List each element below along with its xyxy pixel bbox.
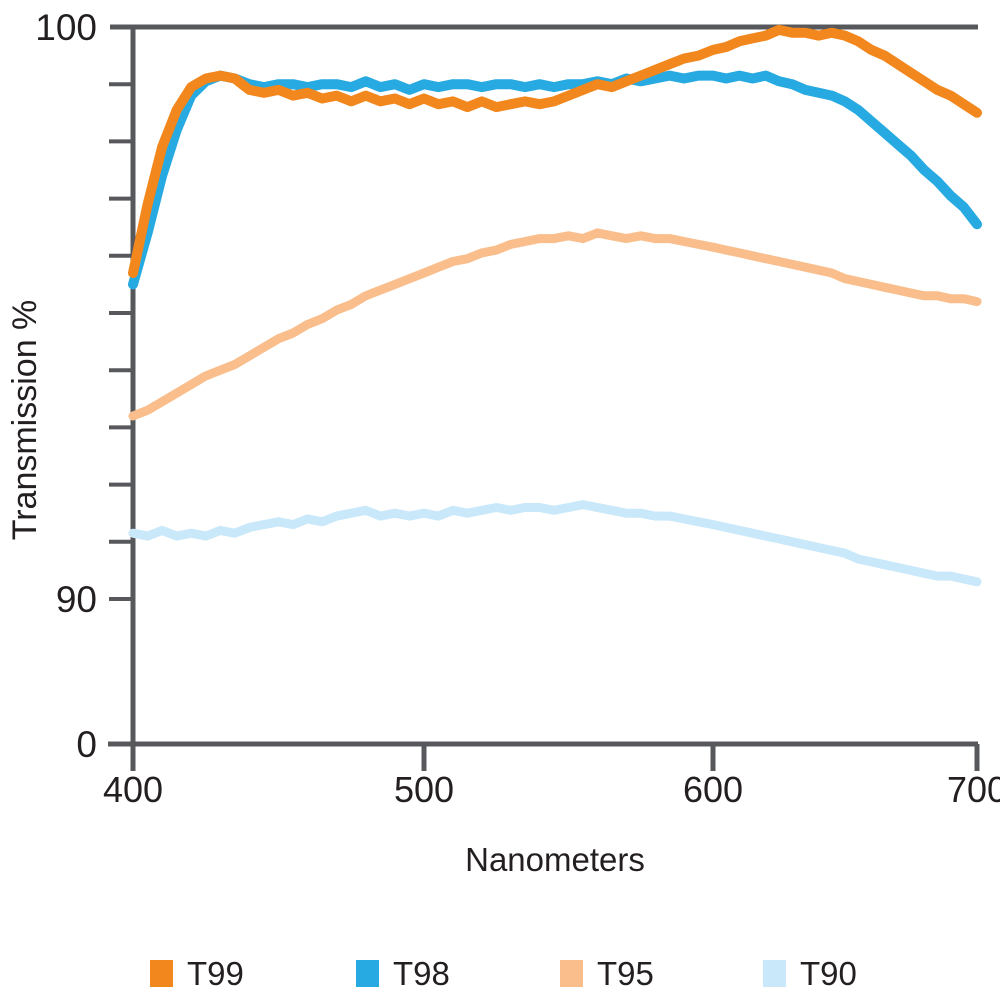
legend-swatch-t95 <box>560 959 583 987</box>
legend-item-t99: T99 <box>150 956 244 990</box>
series-line-t90 <box>128 500 982 587</box>
x-tick-label-400: 400 <box>102 769 164 810</box>
legend-label-t98: T98 <box>393 954 450 992</box>
legend-label-t90: T90 <box>800 954 857 992</box>
series-line-t99 <box>128 24 982 278</box>
legend-item-t95: T95 <box>560 956 654 990</box>
legend-swatch-t99 <box>150 959 173 987</box>
y-tick-label-100: 100 <box>35 7 97 48</box>
legend-label-t95: T95 <box>597 954 654 992</box>
y-tick-label-90: 90 <box>55 579 97 620</box>
legend-swatch-t98 <box>356 959 379 987</box>
legend-swatch-t90 <box>763 959 786 987</box>
x-tick-label-500: 500 <box>393 769 455 810</box>
series-line-t98 <box>128 70 982 290</box>
x-tick-label-700: 700 <box>946 769 1000 810</box>
x-tick-label-600: 600 <box>682 769 744 810</box>
legend-label-t99: T99 <box>187 954 244 992</box>
series-line-t95 <box>128 228 982 421</box>
y-axis-title: Transmission % <box>6 299 44 541</box>
legend-item-t90: T90 <box>763 956 857 990</box>
legend: T99 T98 T95 T90 <box>0 956 1000 996</box>
y-tick-label-0: 0 <box>76 724 97 765</box>
x-axis-title: Nanometers <box>465 841 645 878</box>
legend-item-t98: T98 <box>356 956 450 990</box>
